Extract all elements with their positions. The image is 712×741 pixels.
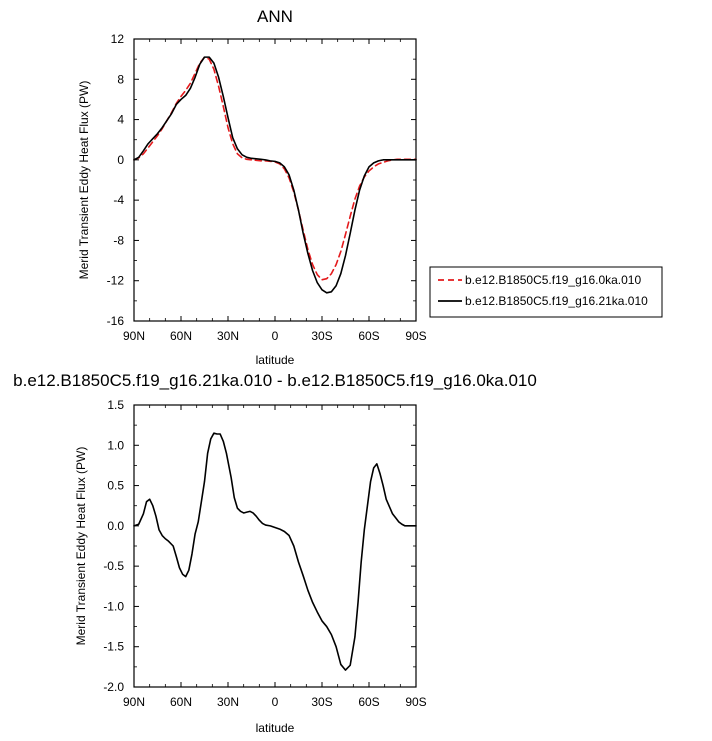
bottom-x-tick-label-6: 90S bbox=[405, 695, 426, 709]
top-y-tick-label-6: -12 bbox=[107, 274, 125, 288]
bottom-x-tick-label-1: 60N bbox=[170, 695, 192, 709]
bottom-panel: b.e12.B1850C5.f19_g16.21ka.010 - b.e12.B… bbox=[13, 371, 537, 735]
legend-label-0ka: b.e12.B1850C5.f19_g16.0ka.010 bbox=[465, 273, 641, 287]
bottom-x-tick-label-0: 90N bbox=[123, 695, 145, 709]
bottom-y-tick-label-2: 0.5 bbox=[107, 479, 124, 493]
top-y-tick-label-7: -16 bbox=[107, 314, 125, 328]
legend-box bbox=[429, 266, 663, 318]
top-series-group bbox=[133, 56, 417, 294]
bottom-y-tick-label-4: -0.5 bbox=[103, 559, 124, 573]
bottom-y-tick-label-5: -1.0 bbox=[103, 599, 124, 613]
bottom-x-tick-label-2: 30N bbox=[217, 695, 239, 709]
bottom-axis-ticks: 90N 60N 30N 0 30S 60S 90S 1.5 1.0 0.5 0.0 -0.5 -1.0 -… bbox=[103, 398, 426, 709]
top-panel: ANN 90N 60N 30N 0 30S 60S 90S 12 8 4 0 -4 -8 -12 -16 l… bbox=[77, 7, 663, 367]
top-y-tick-label-5: -8 bbox=[113, 233, 124, 247]
top-y-tick-label-1: 8 bbox=[117, 72, 124, 86]
bottom-chart-title: b.e12.B1850C5.f19_g16.21ka.010 - b.e12.B… bbox=[13, 371, 537, 390]
top-x-tick-label-5: 60S bbox=[358, 329, 379, 343]
bottom-x-tick-label-3: 0 bbox=[272, 695, 279, 709]
bottom-y-tick-label-6: -1.5 bbox=[103, 640, 124, 654]
bottom-y-tick-label-3: 0.0 bbox=[107, 519, 124, 533]
top-x-tick-label-3: 0 bbox=[272, 329, 279, 343]
bottom-y-tick-label-0: 1.5 bbox=[107, 398, 124, 412]
legend-label-21ka: b.e12.B1850C5.f19_g16.21ka.010 bbox=[465, 294, 648, 308]
bottom-series-line-0 bbox=[133, 432, 417, 671]
bottom-x-tick-label-5: 60S bbox=[358, 695, 379, 709]
bottom-x-axis-label: latitude bbox=[256, 721, 295, 735]
bottom-y-axis-label: Merid Transient Eddy Heat Flux (PW) bbox=[74, 447, 88, 646]
top-y-tick-label-3: 0 bbox=[117, 153, 124, 167]
top-y-tick-label-0: 12 bbox=[111, 32, 125, 46]
top-x-tick-label-4: 30S bbox=[311, 329, 332, 343]
bottom-series-group bbox=[133, 432, 417, 671]
top-series-line-1 bbox=[133, 56, 417, 294]
top-chart-title: ANN bbox=[257, 7, 293, 26]
top-x-tick-label-1: 60N bbox=[170, 329, 192, 343]
top-x-tick-label-0: 90N bbox=[123, 329, 145, 343]
top-y-tick-label-2: 4 bbox=[117, 113, 124, 127]
top-x-axis-label: latitude bbox=[256, 353, 295, 367]
bottom-y-tick-label-1: 1.0 bbox=[107, 438, 124, 452]
top-x-tick-label-6: 90S bbox=[405, 329, 426, 343]
top-y-axis-label: Merid Transient Eddy Heat Flux (PW) bbox=[77, 81, 91, 280]
top-x-tick-label-2: 30N bbox=[217, 329, 239, 343]
top-axis-ticks: 90N 60N 30N 0 30S 60S 90S 12 8 4 0 -4 -8 -12 -16 bbox=[107, 32, 427, 343]
bottom-x-tick-label-4: 30S bbox=[311, 695, 332, 709]
bottom-y-tick-label-7: -2.0 bbox=[103, 680, 124, 694]
top-y-tick-label-4: -4 bbox=[113, 193, 124, 207]
legend: b.e12.B1850C5.f19_g16.0ka.010 b.e12.B185… bbox=[429, 266, 663, 318]
